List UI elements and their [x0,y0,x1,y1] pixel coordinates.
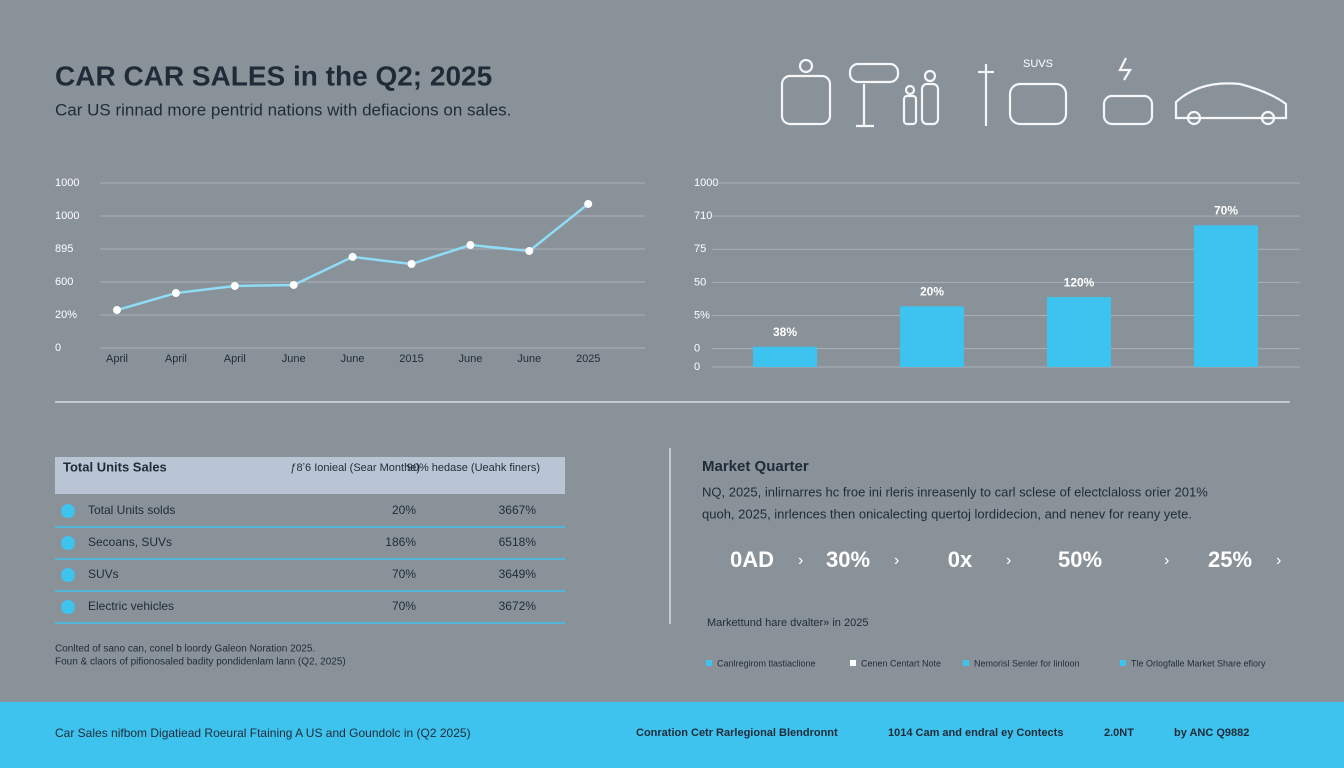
row-icon [61,504,75,518]
stat: 30% [826,547,870,572]
y-tick-label: 50 [694,276,706,288]
stat: 50% [1058,547,1102,572]
table-note: Conlted of sano can, conel b loordy Gale… [55,644,315,655]
point [466,241,475,250]
table-cell: 3667% [499,503,537,517]
y-tick-label: 1000 [55,210,79,222]
footer-bg [0,702,1344,768]
market-text: quoh, 2025, inrlences then onicalecting … [702,506,1192,521]
x-tick-label: 2015 [399,353,423,365]
y-tick-label: 0 [694,343,700,355]
table-header: 90% hedase (Ueahk finers) [407,462,540,474]
chevron: › [1006,552,1011,569]
market-text: NQ, 2025, inlirnarres hc froe ini rleris… [702,484,1208,499]
x-tick-label: 2025 [576,353,600,365]
table-cell: SUVs [88,567,119,581]
point [584,199,593,208]
bar-annotation: 38% [773,325,797,339]
y-tick-label: 895 [55,243,73,255]
stat: 25% [1208,547,1252,572]
bar-annotation: 120% [1064,275,1095,289]
table-cell: 70% [392,567,416,581]
market-title: Market Quarter [702,458,809,475]
point [289,280,298,289]
row-icon [61,568,75,582]
legend-swatch [1120,660,1126,666]
legend-swatch [850,660,856,666]
table-cell: 186% [385,535,416,549]
icon-label: SUVS [1023,58,1053,70]
x-tick-label: April [165,353,187,365]
bar [900,306,964,367]
y-tick-label: 5% [694,309,710,321]
y-tick-label: 1000 [694,177,718,189]
footer-item: Conration Cetr Rarlegional Blendronnt [636,727,838,739]
chevron: › [1276,552,1281,569]
table-header-bg [55,457,565,494]
legend-label: Canlregirom tlastiaclione [717,658,816,668]
footer-item: by ANC Q9882 [1174,727,1249,739]
legend-label: Cenen Centart Note [861,658,941,668]
title: CAR CAR SALES in the Q2; 2025 [55,60,492,91]
table-cell: Electric vehicles [88,599,174,613]
y-tick-label: 710 [694,210,712,222]
y-tick-label: 0 [694,361,700,373]
chevron: › [894,552,899,569]
point [230,281,239,290]
table-cell: Total Units solds [88,503,175,517]
point [113,306,121,315]
point [525,246,534,255]
market-caption: Markettund hare dvalter» in 2025 [707,617,868,629]
table-cell: 6518% [499,535,537,549]
x-tick-label: June [341,353,365,365]
table-cell: 3672% [499,599,537,613]
stat: 0x [948,547,973,572]
bar-annotation: 70% [1214,203,1238,217]
footer-left: Car Sales nifbom Digatiead Roeural Ftain… [55,726,471,740]
row-icon [61,536,75,550]
table-cell: Secoans, SUVs [88,535,172,549]
y-tick-label: 1000 [55,177,79,189]
table-header: Total Units Sales [63,459,167,474]
x-tick-label: April [224,353,246,365]
chevron: › [798,552,803,569]
table-note: Foun & claors of pifionosaled badity pon… [55,657,346,668]
table-cell: 20% [392,503,416,517]
y-tick-label: 75 [694,243,706,255]
x-tick-label: June [282,353,306,365]
bar [753,346,817,367]
footer-item: 2.0NT [1104,727,1134,739]
x-tick-label: June [517,353,541,365]
x-tick-label: June [458,353,482,365]
bar [1194,225,1258,367]
row-icon [61,600,75,614]
legend-label: Tle Orlogfalle Market Share efiory [1131,658,1266,668]
y-tick-label: 600 [55,276,73,288]
chevron: › [1164,552,1169,569]
car-icons [780,57,1288,128]
stat: 0AD [730,547,774,572]
legend-swatch [706,660,712,666]
subtitle: Car US rinnad more pentrid nations with … [55,100,511,119]
x-tick-label: April [106,353,128,365]
point [171,289,180,298]
point [348,252,357,261]
legend-swatch [963,660,969,666]
table-header: ƒ8ʼ6 Ionieal (Sear Monthe) [290,462,420,474]
table-cell: 70% [392,599,416,613]
table-cell: 3649% [499,567,537,581]
point [407,260,416,269]
y-tick-label: 20% [55,309,77,321]
bar [1047,297,1111,367]
y-tick-label: 0 [55,342,61,354]
legend-label: Nemorisl Senler for linloon [974,658,1080,668]
bar-annotation: 20% [920,284,944,298]
footer-item: 1014 Cam and endral ey Contects [888,727,1063,739]
